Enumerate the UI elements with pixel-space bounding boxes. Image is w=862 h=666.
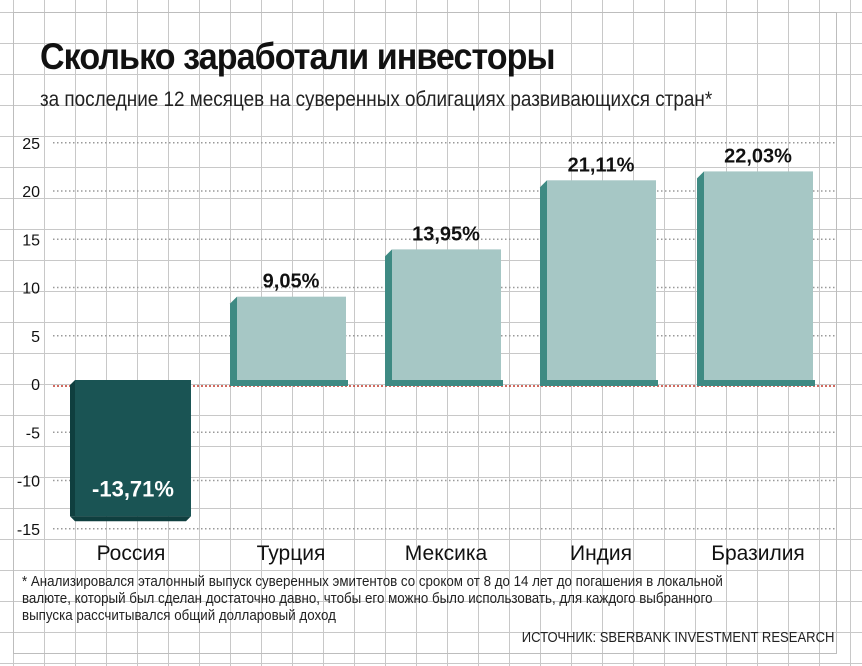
bar-side — [70, 380, 75, 517]
bar-Мексика — [392, 249, 501, 384]
chart-title: Сколько заработали инвесторы — [40, 36, 556, 77]
y-tick-label: 15 — [22, 232, 40, 249]
data-label: 21,11% — [568, 154, 635, 176]
bar-side — [540, 180, 547, 384]
bar-side — [385, 249, 392, 384]
y-tick-label: 5 — [31, 329, 40, 346]
footnote: * Анализировался эталонный выпуск сувере… — [22, 574, 723, 624]
bar-base — [385, 380, 503, 386]
x-category-label: Мексика — [405, 542, 488, 565]
chart-subtitle: за последние 12 месяцев на суверенных об… — [40, 88, 713, 111]
bar-base — [230, 380, 348, 386]
bar-base — [697, 380, 815, 386]
bar-side — [697, 171, 704, 384]
x-category-label: Россия — [97, 542, 166, 565]
y-tick-label: 20 — [22, 184, 40, 201]
frame — [13, 12, 837, 654]
y-tick-label: 0 — [31, 377, 40, 394]
x-category-label: Индия — [570, 542, 632, 565]
y-tick-label: -15 — [17, 522, 40, 539]
bar-Россия — [75, 380, 191, 517]
x-category-label: Турция — [257, 542, 326, 565]
bar-base — [540, 380, 658, 386]
y-tick-label: 25 — [22, 136, 40, 153]
y-tick-label: -5 — [26, 425, 40, 442]
bar-Бразилия — [704, 171, 813, 384]
data-label: 13,95% — [412, 223, 480, 245]
x-category-label: Бразилия — [711, 542, 805, 565]
y-tick-label: 10 — [22, 281, 40, 298]
data-label: 9,05% — [263, 271, 320, 293]
data-label: -13,71% — [92, 476, 174, 501]
bar-side — [230, 296, 237, 384]
data-label: 22,03% — [724, 145, 792, 167]
source-note: ИСТОЧНИК: SBERBANK INVESTMENT RESEARCH — [521, 630, 834, 646]
y-tick-label: -10 — [17, 474, 40, 491]
bar-Индия — [547, 180, 656, 384]
bar-bottom — [70, 516, 191, 522]
bar-Турция — [237, 296, 346, 384]
